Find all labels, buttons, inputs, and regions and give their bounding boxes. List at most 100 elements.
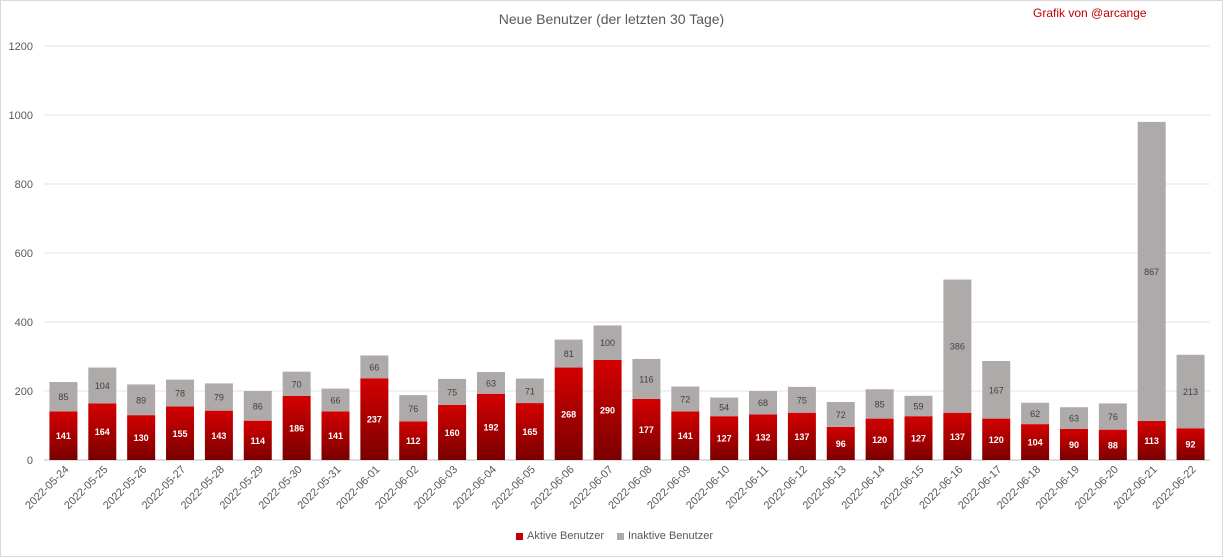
data-label-active: 120	[989, 435, 1004, 445]
data-label-active: 88	[1108, 440, 1118, 450]
bar-active	[1098, 429, 1127, 460]
data-label-inactive: 79	[214, 393, 224, 403]
data-label-active: 164	[95, 427, 110, 437]
bar-active	[476, 393, 505, 460]
chart-title: Neue Benutzer (der letzten 30 Tage)	[498, 11, 725, 27]
bar-active	[49, 411, 78, 460]
bar-inactive	[282, 371, 311, 396]
data-label-active: 137	[794, 432, 809, 442]
data-label-active: 237	[367, 415, 382, 425]
bar-inactive	[1059, 407, 1088, 429]
legend-label-inactive: Inaktive Benutzer	[628, 530, 713, 542]
data-label-inactive: 68	[758, 398, 768, 408]
bar-active	[787, 412, 816, 460]
y-tick-label: 1200	[9, 41, 33, 53]
data-label-active: 177	[639, 425, 654, 435]
bar-inactive	[787, 386, 816, 413]
bar-active	[166, 406, 195, 460]
data-label-active: 114	[251, 436, 266, 446]
data-label-active: 141	[328, 431, 343, 441]
bar-inactive	[1021, 402, 1050, 425]
data-label-active: 96	[836, 439, 846, 449]
bar-inactive	[438, 378, 467, 405]
data-label-active: 192	[483, 422, 498, 432]
data-label-active: 155	[173, 429, 188, 439]
data-label-inactive: 59	[913, 402, 923, 412]
data-label-active: 127	[911, 434, 926, 444]
legend-label-active: Aktive Benutzer	[527, 530, 605, 542]
data-label-active: 112	[406, 436, 421, 446]
data-label-inactive: 75	[797, 395, 807, 405]
bar-active	[1021, 424, 1050, 460]
data-label-inactive: 386	[950, 342, 965, 352]
bar-inactive	[749, 391, 778, 415]
bar-inactive	[360, 355, 389, 379]
bar-active	[1137, 421, 1166, 460]
bar-active	[554, 367, 583, 460]
bar-inactive	[904, 395, 933, 417]
data-label-inactive: 104	[95, 381, 110, 391]
data-label-inactive: 72	[680, 394, 690, 404]
data-label-active: 130	[134, 433, 149, 443]
bar-active	[243, 420, 272, 460]
data-label-active: 113	[1144, 436, 1159, 446]
data-label-inactive: 867	[1144, 267, 1159, 277]
bar-inactive	[49, 382, 78, 412]
data-label-inactive: 72	[836, 410, 846, 420]
bar-active	[127, 415, 156, 460]
data-label-active: 141	[678, 431, 693, 441]
bar-inactive	[1137, 121, 1166, 422]
data-label-inactive: 62	[1030, 409, 1040, 419]
data-label-active: 141	[56, 431, 71, 441]
data-label-inactive: 66	[330, 395, 340, 405]
data-label-active: 160	[445, 428, 460, 438]
bar-inactive	[515, 378, 544, 404]
data-label-inactive: 71	[525, 386, 535, 396]
bar-active	[360, 378, 389, 460]
bar-inactive	[476, 372, 505, 394]
data-label-active: 290	[600, 405, 615, 415]
data-label-inactive: 63	[1069, 414, 1079, 424]
data-label-inactive: 213	[1183, 387, 1198, 397]
bar-active	[1059, 428, 1088, 460]
data-label-inactive: 76	[408, 404, 418, 414]
bar-inactive	[982, 360, 1011, 419]
bar-active	[710, 416, 739, 460]
bar-active	[593, 359, 622, 460]
bar-inactive	[88, 367, 117, 404]
bar-active	[438, 404, 467, 460]
data-label-active: 92	[1186, 440, 1196, 450]
bar-inactive	[399, 395, 428, 422]
data-label-active: 268	[561, 409, 576, 419]
data-label-inactive: 66	[369, 362, 379, 372]
data-label-inactive: 85	[875, 399, 885, 409]
bar-active	[1176, 428, 1205, 460]
bar-active	[399, 421, 428, 460]
data-label-inactive: 78	[175, 389, 185, 399]
y-tick-label: 200	[15, 386, 33, 398]
bar-inactive	[127, 384, 156, 416]
bar-active	[321, 411, 350, 460]
legend-swatch-active	[516, 532, 523, 540]
bar-active	[904, 416, 933, 460]
data-label-inactive: 70	[292, 379, 302, 389]
bar-inactive	[710, 397, 739, 417]
bar-inactive	[554, 339, 583, 368]
bar-active	[282, 395, 311, 460]
bar-active	[982, 418, 1011, 460]
bar-inactive	[1098, 403, 1127, 430]
bar-active	[826, 426, 855, 460]
data-label-active: 120	[872, 435, 887, 445]
bar-inactive	[243, 391, 272, 421]
y-tick-label: 600	[15, 248, 33, 260]
data-label-inactive: 100	[600, 338, 615, 348]
data-label-active: 165	[522, 427, 537, 437]
data-label-active: 186	[289, 423, 304, 433]
bar-inactive	[943, 279, 972, 413]
data-label-inactive: 81	[564, 349, 574, 359]
legend-swatch-inactive	[617, 532, 624, 540]
y-tick-label: 1000	[9, 110, 33, 122]
y-tick-label: 800	[15, 179, 33, 191]
